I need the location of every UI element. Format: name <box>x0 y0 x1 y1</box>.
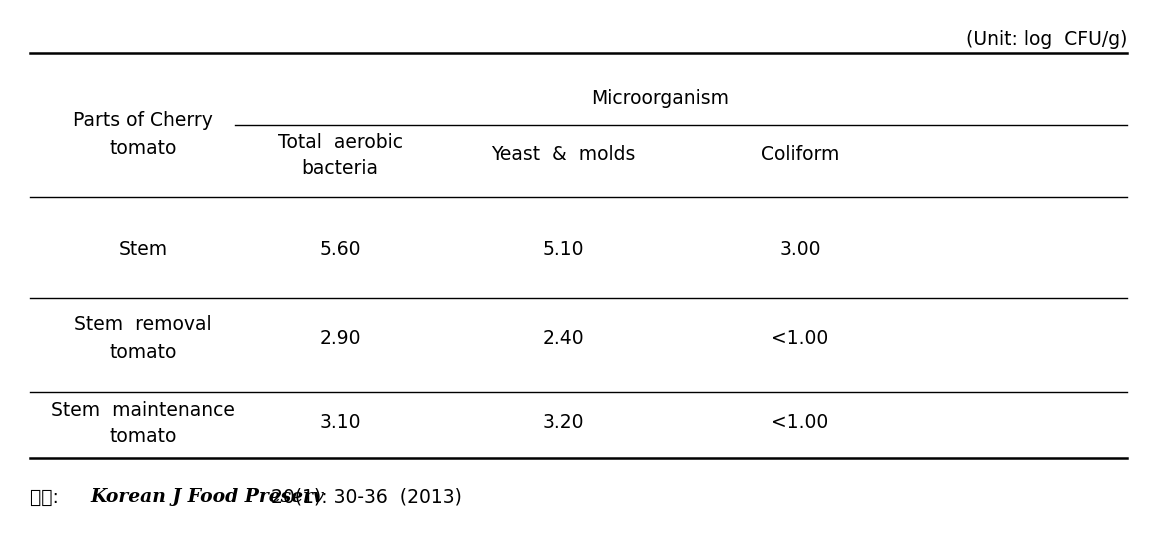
Text: tomato: tomato <box>109 427 177 446</box>
Text: tomato: tomato <box>109 343 177 362</box>
Text: <1.00: <1.00 <box>772 329 828 348</box>
Text: 3.20: 3.20 <box>543 414 584 433</box>
Text: (Unit: log  CFU/g): (Unit: log CFU/g) <box>966 30 1127 49</box>
Text: Coliform: Coliform <box>761 146 839 165</box>
Text: Yeast  &  molds: Yeast & molds <box>491 146 635 165</box>
Text: bacteria: bacteria <box>302 159 378 178</box>
Text: Stem  removal: Stem removal <box>74 315 212 334</box>
Text: 3.10: 3.10 <box>319 414 361 433</box>
Text: 2.90: 2.90 <box>319 329 361 348</box>
Text: 5.60: 5.60 <box>319 241 361 260</box>
Text: 3.00: 3.00 <box>780 241 820 260</box>
Text: Microorganism: Microorganism <box>591 89 729 108</box>
Text: 2.40: 2.40 <box>543 329 584 348</box>
Text: tomato: tomato <box>109 138 177 157</box>
Text: 20(1): 30-36  (2013): 20(1): 30-36 (2013) <box>265 488 462 507</box>
Text: Parts of Cherry: Parts of Cherry <box>73 110 213 129</box>
Text: Stem  maintenance: Stem maintenance <box>51 401 235 420</box>
Text: 5.10: 5.10 <box>543 241 584 260</box>
Text: Total  aerobic: Total aerobic <box>278 134 403 153</box>
Text: 출첸:: 출첸: <box>30 488 65 507</box>
Text: <1.00: <1.00 <box>772 414 828 433</box>
Text: Korean J Food Preserv: Korean J Food Preserv <box>90 488 324 506</box>
Text: Stem: Stem <box>118 241 168 260</box>
